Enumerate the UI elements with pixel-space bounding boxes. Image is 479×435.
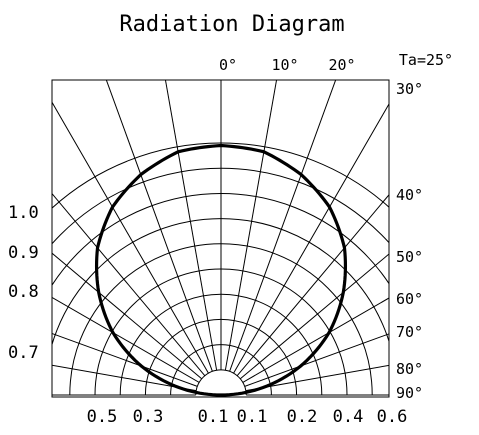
grid-spoke-20 [229, 80, 337, 372]
intensity-label-0-9: 0.9 [8, 243, 39, 263]
top-angle-labels: 0° 10° 20° [219, 56, 356, 74]
grid-spoke-m50 [52, 252, 203, 380]
angle-label-10: 10° [271, 56, 298, 74]
bottom-label-0-1-left: 0.1 [198, 407, 229, 427]
grid-spoke-30 [233, 103, 389, 374]
bottom-label-0-3: 0.3 [133, 407, 164, 427]
right-angle-labels: 30° 40° 50° 60° 70° 80° 90° [396, 80, 423, 402]
grid-ring-9 [52, 167, 389, 245]
grid-spoke-m40 [52, 192, 206, 377]
grid-spoke-m70 [52, 332, 198, 387]
angle-label-40: 40° [396, 186, 423, 204]
intensity-label-0-7: 0.7 [8, 343, 39, 363]
condition-label: Ta=25° [399, 51, 453, 69]
left-intensity-labels: 1.0 0.9 0.8 0.7 [8, 203, 39, 363]
angle-label-0: 0° [219, 56, 237, 74]
grid-spoke-40 [236, 194, 389, 377]
radiation-pattern [94, 143, 348, 397]
grid-ring-1 [195, 369, 247, 396]
grid-spoke-m10 [164, 80, 218, 371]
bottom-intensity-labels: 0.5 0.3 0.1 0.1 0.2 0.4 0.6 [87, 407, 408, 427]
angle-label-70: 70° [396, 323, 423, 341]
bottom-label-0-6: 0.6 [377, 407, 408, 427]
intensity-label-0-8: 0.8 [8, 282, 39, 302]
bottom-label-0-1-right: 0.1 [237, 407, 268, 427]
grid-spoke-60 [242, 297, 389, 383]
grid-spoke-50 [239, 253, 389, 380]
plot-frame [51, 79, 390, 398]
intensity-label-1-0: 1.0 [8, 203, 39, 223]
angle-label-30: 30° [396, 80, 423, 98]
grid-spoke-10 [224, 80, 278, 371]
bottom-label-0-4: 0.4 [333, 407, 364, 427]
grid-spoke-m80 [52, 364, 197, 392]
bottom-label-0-2: 0.2 [287, 407, 318, 427]
angle-label-50: 50° [396, 248, 423, 266]
grid-spoke-80 [245, 364, 389, 392]
polar-grid [52, 80, 389, 396]
angle-label-90: 90° [396, 384, 423, 402]
bottom-label-0-5: 0.5 [87, 407, 118, 427]
grid-spoke-m60 [52, 296, 200, 383]
chart-title: Radiation Diagram [119, 12, 344, 37]
grid-spoke-m20 [105, 80, 213, 372]
angle-label-60: 60° [396, 290, 423, 308]
radiation-pattern-curve [94, 143, 348, 397]
angle-label-80: 80° [396, 360, 423, 378]
angle-label-20: 20° [328, 56, 355, 74]
grid-spoke-m30 [52, 101, 209, 374]
